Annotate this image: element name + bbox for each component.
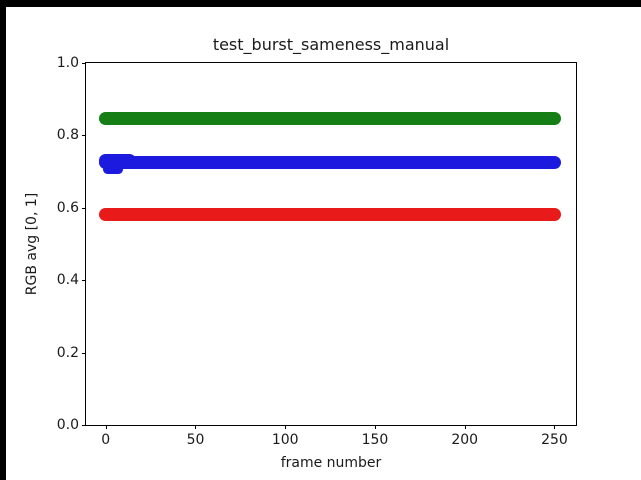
green-channel-avg-line bbox=[99, 111, 561, 125]
y-tick-mark bbox=[82, 207, 86, 209]
y-tick-label: 0.6 bbox=[56, 199, 79, 216]
y-tick-mark bbox=[82, 63, 86, 64]
x-tick-label: 50 bbox=[186, 432, 205, 448]
chart-title: test_burst_sameness_manual bbox=[212, 35, 450, 54]
y-tick-label: 0.2 bbox=[56, 344, 79, 361]
y-tick-label: 0.8 bbox=[56, 127, 79, 144]
x-tick-mark bbox=[374, 425, 376, 429]
x-tick-mark bbox=[105, 425, 107, 429]
x-tick-mark bbox=[285, 425, 287, 429]
blue-channel-avg-line bbox=[99, 156, 561, 170]
blue-channel-avg-line bbox=[99, 153, 136, 167]
x-tick-label: 100 bbox=[271, 432, 299, 448]
y-tick-mark bbox=[82, 135, 86, 137]
y-tick-label: 1.0 bbox=[56, 55, 79, 71]
blue-channel-avg-line bbox=[103, 165, 123, 175]
x-axis-label: frame number bbox=[280, 455, 382, 471]
y-tick-mark bbox=[82, 280, 86, 282]
x-tick-label: 0 bbox=[101, 432, 111, 448]
plot-area: 0 50 100 150 200 250 0.0 0.2 0.4 0.6 0.8 1.0 bbox=[57, 55, 577, 448]
blue-channel-avg-line bbox=[164, 155, 185, 167]
red-channel-avg-line bbox=[99, 207, 561, 221]
x-tick-label: 250 bbox=[541, 432, 568, 448]
y-tick-mark bbox=[82, 425, 86, 426]
x-tick-label: 150 bbox=[361, 432, 389, 448]
x-tick-label: 200 bbox=[451, 432, 479, 448]
x-tick-mark bbox=[554, 425, 556, 429]
figure-canvas: test_burst_sameness_manual RGB avg [0, 1… bbox=[6, 7, 641, 480]
y-tick-label: 0.4 bbox=[56, 272, 79, 289]
y-axis-label: RGB avg [0, 1] bbox=[24, 192, 40, 296]
x-tick-mark bbox=[464, 425, 466, 429]
x-tick-mark bbox=[195, 425, 197, 429]
y-tick-label: 0.0 bbox=[56, 417, 79, 433]
y-tick-mark bbox=[82, 352, 86, 354]
